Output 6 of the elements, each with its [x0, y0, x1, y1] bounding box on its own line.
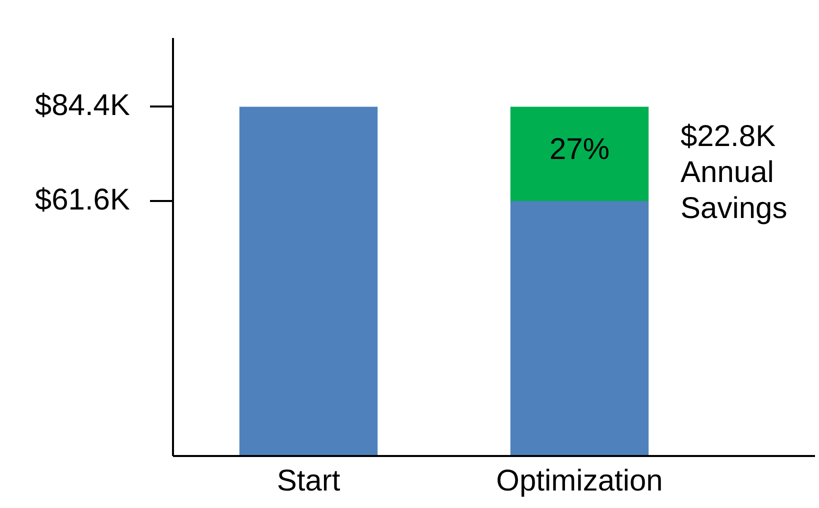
annotation: 27%: [549, 132, 610, 166]
y-tick-label: $61.6K: [34, 183, 130, 216]
y-tick-label: $84.4K: [34, 88, 130, 122]
x-tick-label: Start: [276, 464, 341, 498]
annotation: $22.8K Annual Savings: [680, 120, 788, 225]
x-tick-label: Optimization: [496, 464, 663, 498]
